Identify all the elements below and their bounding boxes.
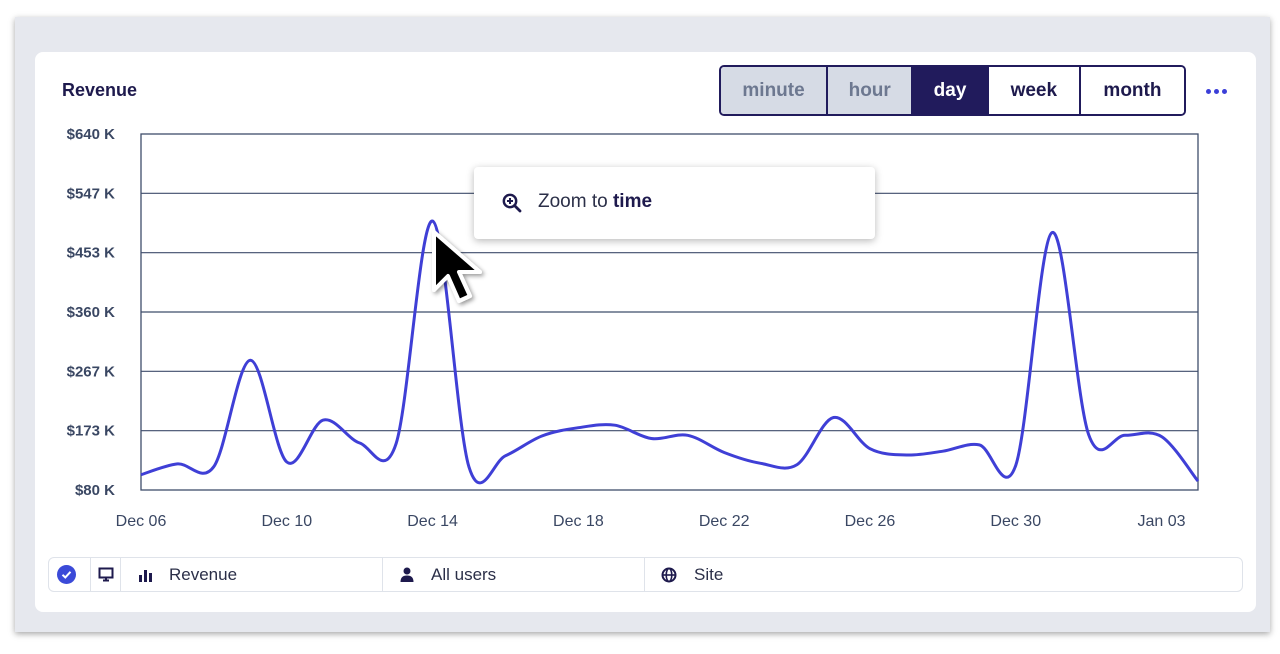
- legend-metric-cell[interactable]: Revenue: [121, 558, 383, 591]
- data-point: [503, 453, 509, 459]
- zoom-menu-label[interactable]: Zoom to time: [538, 191, 652, 213]
- data-point: [466, 464, 472, 470]
- data-point: [831, 415, 837, 421]
- y-tick-label: $173 K: [67, 423, 116, 440]
- zoom-label-prefix: Zoom to: [538, 191, 608, 212]
- data-point: [1049, 230, 1055, 236]
- series-points: [138, 218, 1201, 484]
- data-point: [211, 464, 217, 470]
- granularity-hour-button[interactable]: hour: [828, 67, 914, 114]
- data-point: [575, 425, 581, 431]
- x-tick-label: Dec 14: [407, 513, 458, 530]
- legend-segment-cell[interactable]: All users: [383, 558, 645, 591]
- data-point: [1159, 434, 1165, 440]
- granularity-month-button[interactable]: month: [1080, 67, 1184, 114]
- granularity-day-button[interactable]: day: [913, 67, 989, 114]
- x-tick-label: Jan 03: [1138, 513, 1186, 530]
- data-point: [138, 472, 144, 478]
- x-tick-label: Dec 06: [116, 513, 167, 530]
- data-point: [174, 461, 180, 467]
- more-options-icon[interactable]: [1203, 78, 1229, 104]
- x-tick-label: Dec 30: [990, 513, 1041, 530]
- x-tick-label: Dec 18: [553, 513, 604, 530]
- granularity-week-button[interactable]: week: [988, 67, 1081, 114]
- chart-title: Revenue: [62, 80, 138, 100]
- data-point: [1195, 478, 1201, 484]
- data-point: [430, 218, 436, 224]
- data-point: [357, 440, 363, 446]
- globe-icon: [661, 567, 677, 582]
- x-axis-ticks: Dec 06 Dec 10 Dec 14 Dec 18 Dec 22 Dec 26 Dec …: [116, 513, 1186, 530]
- data-point: [1122, 432, 1128, 438]
- chart-card: [35, 52, 1256, 612]
- x-tick-label: Dec 10: [261, 513, 312, 530]
- legend-visibility-cell[interactable]: [49, 558, 91, 591]
- zoom-in-icon: [502, 193, 522, 213]
- y-tick-label: $640 K: [67, 126, 116, 143]
- data-point: [940, 448, 946, 454]
- y-tick-label: $360 K: [67, 304, 116, 321]
- data-point: [612, 422, 618, 428]
- data-point: [1086, 432, 1092, 438]
- granularity-selector: minute hour day week month: [719, 65, 1186, 116]
- data-point: [758, 460, 764, 466]
- plot-frame: [140, 133, 1199, 491]
- legend-metric-label: Revenue: [169, 564, 238, 584]
- series-legend-bar: Revenue All users Site: [48, 557, 1243, 592]
- zoom-context-menu[interactable]: Zoom to time: [474, 167, 875, 239]
- x-tick-label: Dec 22: [699, 513, 750, 530]
- user-icon: [400, 567, 414, 582]
- bar-chart-icon: [139, 569, 152, 582]
- y-tick-label: $80 K: [75, 482, 115, 499]
- data-point: [320, 417, 326, 423]
- monitor-icon: [98, 567, 113, 582]
- legend-property-cell[interactable]: Site: [645, 558, 1242, 591]
- check-circle-icon[interactable]: [57, 565, 76, 584]
- legend-device-cell[interactable]: [91, 558, 121, 591]
- data-point: [247, 357, 253, 363]
- data-point: [648, 436, 654, 442]
- y-tick-label: $267 K: [67, 363, 116, 380]
- data-point: [794, 462, 800, 468]
- granularity-minute-button[interactable]: minute: [721, 67, 829, 114]
- data-point: [284, 459, 290, 465]
- legend-property-label: Site: [694, 564, 724, 584]
- data-point: [976, 442, 982, 448]
- zoom-label-bold: time: [612, 191, 653, 212]
- data-point: [685, 432, 691, 438]
- y-tick-label: $453 K: [67, 245, 116, 262]
- data-point: [867, 446, 873, 452]
- data-point: [903, 452, 909, 458]
- y-tick-label: $547 K: [67, 185, 116, 202]
- data-point: [393, 441, 399, 447]
- mouse-pointer-icon: [432, 230, 482, 303]
- legend-segment-label: All users: [431, 564, 497, 584]
- data-point: [721, 450, 727, 456]
- data-point: [1013, 462, 1019, 468]
- x-tick-label: Dec 26: [845, 513, 896, 530]
- revenue-series-line[interactable]: [140, 219, 1200, 485]
- data-point: [539, 433, 545, 439]
- y-axis-ticks: $80 K $173 K $267 K $360 K $453 K $547 K $640 …: [67, 126, 116, 499]
